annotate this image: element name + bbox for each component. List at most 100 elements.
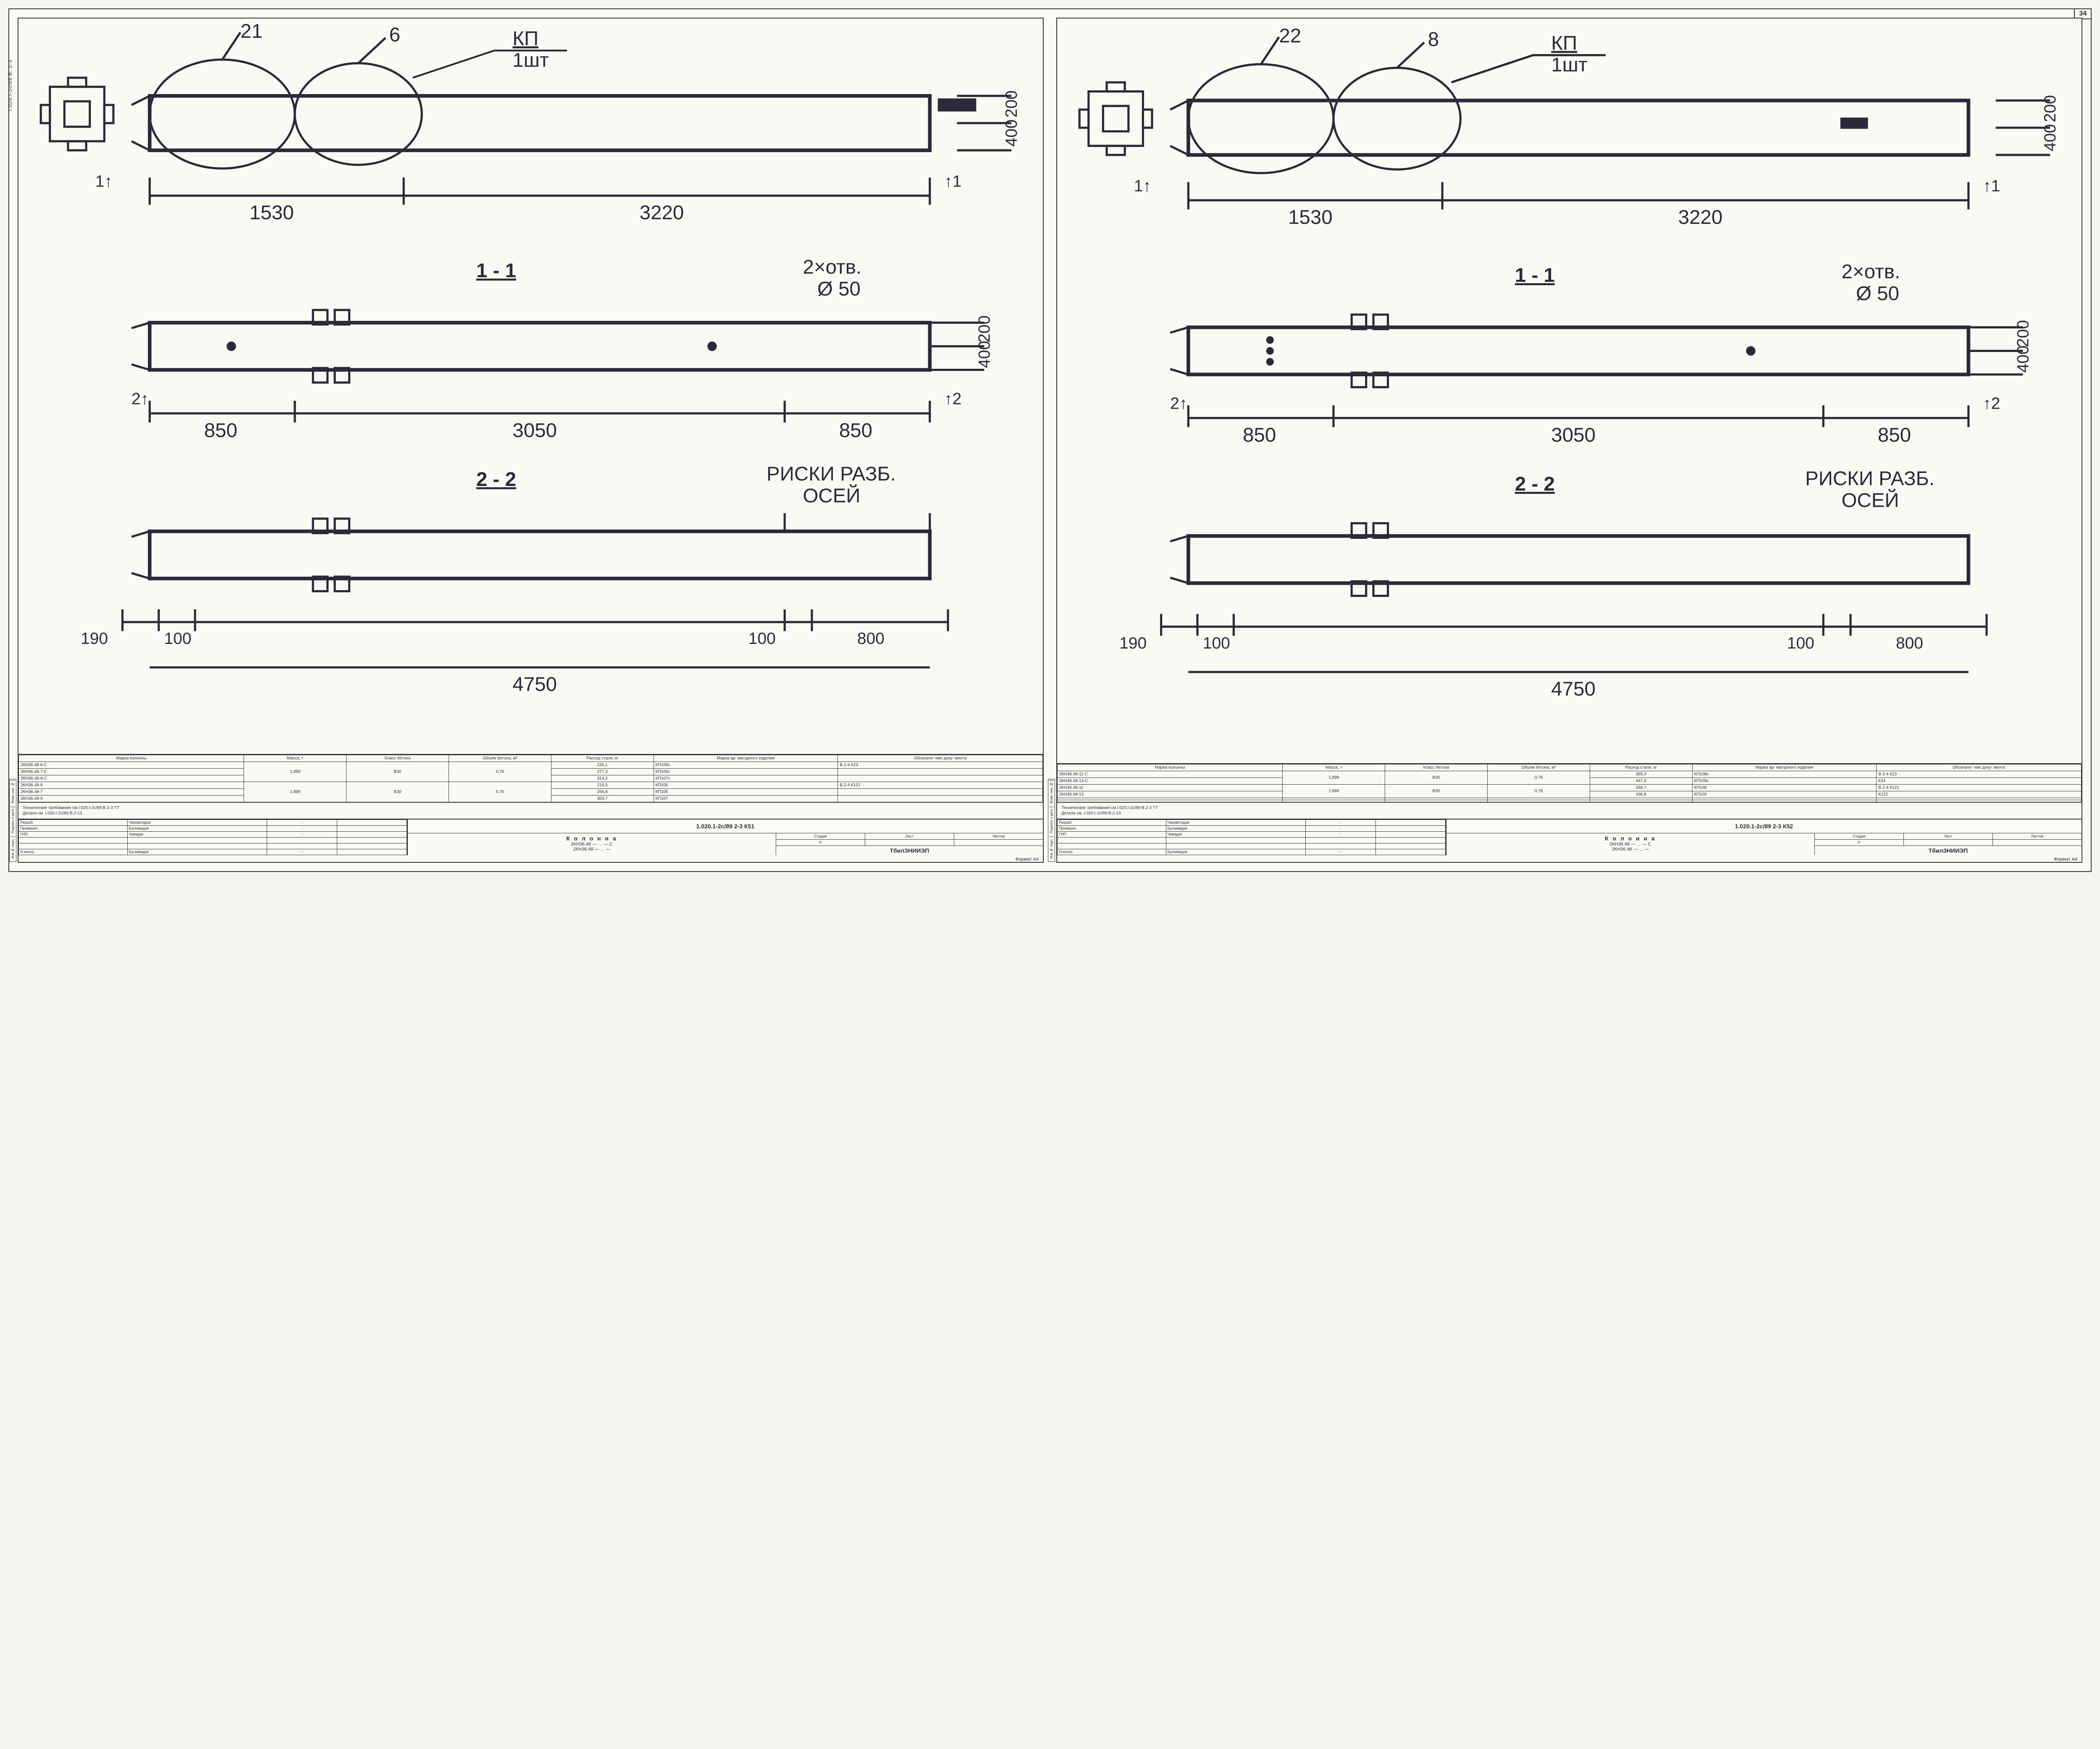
svg-text:3220: 3220: [1678, 206, 1723, 228]
signature-row: ГИПЧивадзе~: [1058, 831, 1446, 837]
table-body-left: 2КН36.48-6-С1,899В300,76226,1КП105сВ.2-4…: [19, 762, 1043, 802]
svg-text:КП: КП: [512, 27, 538, 50]
svg-text:3050: 3050: [512, 419, 557, 441]
signature-row: ГИПЧивадзе~: [19, 831, 407, 837]
svg-text:↑2: ↑2: [1983, 395, 2000, 413]
svg-text:РИСКИ РАЗБ.: РИСКИ РАЗБ.: [766, 463, 896, 485]
svg-text:8: 8: [1428, 29, 1439, 51]
svg-text:1530: 1530: [249, 202, 294, 224]
svg-text:↑1: ↑1: [944, 172, 961, 190]
svg-text:Ø 50: Ø 50: [817, 278, 861, 300]
table-row: [1058, 800, 2082, 802]
side-doc-label: I.020.I-2с/89 В. 2-3: [7, 60, 13, 111]
svg-text:КП: КП: [1551, 32, 1577, 54]
svg-text:1шт: 1шт: [1551, 54, 1587, 76]
table-row: 2КН36.48-6-С1,899В300,76226,1КП105сВ.2-4…: [19, 762, 1043, 768]
signatures-table: Разраб.Чанкветадзе~ПроверилБускивадзе~ГИ…: [1057, 819, 1446, 855]
technical-drawing: 21 6 КП 1шт 1530 3220 200 400 1 - 1 2×от…: [23, 23, 1039, 750]
svg-text:800: 800: [1896, 634, 1923, 652]
svg-text:200: 200: [975, 315, 993, 343]
svg-text:400: 400: [2041, 124, 2059, 151]
signature-row: Н.контр.Бускивадзе~: [19, 849, 407, 855]
svg-text:21: 21: [240, 23, 262, 42]
svg-text:3220: 3220: [640, 202, 684, 224]
table-left: Марка колонны Масса, т Класс бетона Объе…: [18, 754, 1043, 802]
organization: ТбилЗНИИЭП: [776, 846, 1043, 855]
svg-text:100: 100: [1787, 634, 1814, 652]
svg-text:850: 850: [1878, 424, 1911, 446]
svg-text:3050: 3050: [1551, 424, 1596, 446]
table-row: 2КН36.48-11-С1,899В350,76355,3КП108сВ.2-…: [1058, 771, 2082, 777]
side-stamp-left: Инв.№ подл. Подпись и дата Взам. инв. №: [9, 779, 16, 862]
table-row: 2КН36.48-61,899В300,76219,5КП105В.2-4 К1…: [19, 782, 1043, 788]
svg-text:1 - 1: 1 - 1: [476, 260, 516, 282]
title-block-right: Разраб.Чанкветадзе~ПроверилБускивадзе~ГИ…: [1057, 819, 2082, 855]
format-label: Формат А4: [18, 855, 1043, 862]
signature-row: Н.контр.Бускивадзе~: [1058, 849, 1446, 855]
signature-row: Разраб.Чанкветадзе~: [1058, 819, 1446, 825]
svg-text:4750: 4750: [1551, 678, 1596, 700]
svg-text:400: 400: [975, 341, 993, 368]
svg-text:850: 850: [204, 419, 237, 441]
sheet-k52: Инв.№ подл. Подпись и дата Взам. инв. №: [1056, 18, 2082, 863]
column-title: К о л о н н а 2КН36.48 — ... — С 2КН36.4…: [408, 833, 776, 855]
side-stamp-right: Инв.№ подл. Подпись и дата Взам. инв. №: [1048, 779, 1055, 862]
svg-text:200: 200: [2014, 320, 2032, 347]
svg-text:↑1: ↑1: [1983, 177, 2000, 195]
svg-text:200: 200: [2041, 95, 2059, 122]
column-title: К о л о н н а 2КН36.48 — ... — С 2КН36.4…: [1446, 833, 1815, 855]
notes-left: Технические требования см.I.020.I-2с/89 …: [18, 802, 1043, 819]
svg-text:200: 200: [1003, 90, 1021, 118]
svg-text:1530: 1530: [1288, 206, 1333, 228]
svg-text:100: 100: [164, 630, 192, 648]
svg-text:1↑: 1↑: [1134, 177, 1151, 195]
signature-row: [19, 843, 407, 849]
svg-text:400: 400: [1003, 119, 1021, 147]
svg-text:ОСЕЙ: ОСЕЙ: [1841, 488, 1899, 512]
drawing-area-right: 22 8 КП 1шт 1530 3220 200 400 1 - 1 2×от…: [1057, 18, 2082, 763]
doc-number: 1.020.1-2с/89 2-3 К51: [408, 819, 1043, 833]
technical-drawing: 22 8 КП 1шт 1530 3220 200 400 1 - 1 2×от…: [1061, 23, 2077, 759]
table-right: Марка колонны Масса, т Класс бетона Объе…: [1057, 763, 2082, 802]
organization: ТбилЗНИИЭП: [1815, 846, 2082, 855]
svg-text:1 - 1: 1 - 1: [1515, 264, 1555, 286]
drawing-area-left: 21 6 КП 1шт 1530 3220 200 400 1 - 1 2×от…: [18, 18, 1043, 754]
signature-row: [1058, 843, 1446, 849]
svg-text:↑2: ↑2: [944, 390, 961, 408]
svg-text:2 - 2: 2 - 2: [1515, 473, 1555, 495]
svg-text:850: 850: [1243, 424, 1276, 446]
svg-text:6: 6: [389, 24, 400, 46]
format-label: Формат А4: [1057, 855, 2082, 862]
svg-text:190: 190: [1119, 634, 1147, 652]
page: 34 I.020.I-2с/89 В. 2-3 Инв.№ подл. Подп…: [8, 8, 2092, 872]
signature-row: Разраб.Чанкветадзе~: [19, 819, 407, 825]
signature-row: [1058, 837, 1446, 843]
svg-text:400: 400: [2014, 345, 2032, 373]
signature-row: ПроверилБускивадзе~: [19, 825, 407, 831]
table-body-right: 2КН36.48-11-С1,899В350,76355,3КП108сВ.2-…: [1058, 771, 2082, 802]
svg-text:4750: 4750: [512, 673, 557, 696]
svg-text:1↑: 1↑: [95, 172, 113, 190]
svg-text:ОСЕЙ: ОСЕЙ: [803, 484, 860, 507]
signature-row: ПроверилБускивадзе~: [1058, 825, 1446, 831]
svg-text:22: 22: [1279, 25, 1301, 47]
svg-text:2↑: 2↑: [1170, 395, 1187, 413]
svg-text:2↑: 2↑: [131, 390, 149, 408]
svg-text:100: 100: [748, 630, 776, 648]
signature-row: [19, 837, 407, 843]
title-block-left: Разраб.Чанкветадзе~ПроверилБускивадзе~ГИ…: [18, 819, 1043, 855]
svg-text:РИСКИ РАЗБ.: РИСКИ РАЗБ.: [1805, 467, 1935, 490]
svg-text:1шт: 1шт: [512, 49, 549, 71]
sheet-k51: Инв.№ подл. Подпись и дата Взам. инв. №: [18, 18, 1044, 863]
signatures-table: Разраб.Чанкветадзе~ПроверилБускивадзе~ГИ…: [18, 819, 407, 855]
svg-text:100: 100: [1203, 634, 1230, 652]
svg-text:2 - 2: 2 - 2: [476, 468, 516, 491]
svg-text:2×отв.: 2×отв.: [1841, 261, 1900, 283]
svg-text:800: 800: [857, 630, 885, 648]
svg-text:Ø 50: Ø 50: [1856, 282, 1899, 305]
doc-number: 1.020.1-2с/89 2-3 К52: [1446, 819, 2082, 833]
svg-text:2×отв.: 2×отв.: [803, 256, 861, 278]
svg-text:190: 190: [81, 630, 108, 648]
svg-text:850: 850: [839, 419, 872, 441]
notes-right: Технические требования см.I.020.I-2с/89 …: [1057, 802, 2082, 819]
